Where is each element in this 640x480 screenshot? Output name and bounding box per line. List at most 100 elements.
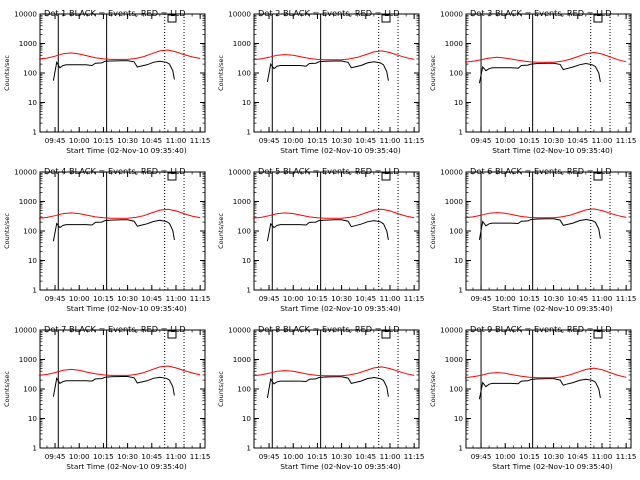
det-panel-2: Det 2 BLACK = Events, RED = LLD Counts/se… [217, 8, 425, 155]
y-tick-label: 1000 [233, 355, 252, 364]
x-axis-label: Start Time (02-Nov-10 09:35:40) [66, 462, 187, 471]
y-tick-label: 10000 [14, 326, 37, 335]
events-series-line [266, 376, 389, 398]
x-tick-label: 11:15 [404, 136, 425, 145]
y-tick-label: 10000 [14, 168, 37, 177]
y-tick-label: 100 [23, 227, 37, 236]
y-tick-label: 10 [242, 98, 252, 107]
x-tick-label: 10:45 [355, 452, 376, 461]
x-tick-label: 09:45 [471, 452, 492, 461]
y-tick-label: 10000 [440, 326, 463, 335]
y-tick-label: 100 [449, 227, 463, 236]
lld-series-line [38, 365, 201, 376]
x-tick-label: 09:45 [259, 136, 280, 145]
x-tick-label: 10:00 [495, 452, 516, 461]
y-tick-label: 100 [23, 69, 37, 78]
x-tick-label: 10:15 [93, 136, 114, 145]
lld-series-line [252, 208, 415, 219]
x-tick-label: 10:30 [543, 294, 564, 303]
x-tick-label: 10:30 [543, 136, 564, 145]
events-series-line [52, 60, 175, 81]
panel-title: Det 3 BLACK = Events, RED = LLD [470, 8, 612, 18]
det-panel-6: Det 6 BLACK = Events, RED = LLD Counts/se… [429, 166, 637, 313]
x-tick-label: 10:15 [519, 294, 540, 303]
det-panel-3: Det 3 BLACK = Events, RED = LLD Counts/se… [429, 8, 637, 155]
events-series-line [478, 218, 601, 240]
x-tick-label: 09:45 [471, 294, 492, 303]
y-tick-label: 100 [449, 69, 463, 78]
panel-title: Det 8 BLACK = Events, RED = LLD [258, 324, 400, 334]
panel-title: Det 2 BLACK = Events, RED = LLD [258, 8, 400, 18]
x-tick-label: 09:45 [471, 136, 492, 145]
x-tick-label: 11:00 [592, 452, 613, 461]
x-tick-label: 10:15 [307, 136, 328, 145]
y-tick-label: 100 [237, 227, 251, 236]
x-tick-label: 10:15 [93, 294, 114, 303]
lld-series-line [464, 51, 627, 63]
plot-frame [253, 13, 420, 133]
x-tick-label: 10:45 [567, 294, 588, 303]
x-tick-label: 10:30 [331, 136, 352, 145]
det-panel-4: Det 4 BLACK = Events, RED = LLD Counts/se… [3, 166, 211, 313]
y-tick-label: 1 [246, 128, 251, 137]
x-axis-label: Start Time (02-Nov-10 09:35:40) [66, 146, 187, 155]
y-tick-label: 10 [242, 414, 252, 423]
panel-title: Det 5 BLACK = Events, RED = LLD [258, 166, 400, 176]
y-axis-label: Counts/sec [429, 371, 437, 407]
y-tick-label: 1 [246, 444, 251, 453]
y-tick-label: 100 [237, 385, 251, 394]
x-tick-label: 11:00 [380, 452, 401, 461]
x-tick-label: 10:00 [283, 452, 304, 461]
y-axis-label: Counts/sec [429, 55, 437, 91]
x-tick-label: 10:30 [331, 452, 352, 461]
events-series-line [478, 62, 601, 84]
panel-title: Det 1 BLACK = Events, RED = LLD [44, 8, 186, 18]
plot-frame [39, 171, 206, 291]
x-tick-label: 10:45 [141, 136, 162, 145]
x-tick-label: 10:15 [307, 452, 328, 461]
x-tick-label: 11:15 [190, 452, 211, 461]
x-tick-label: 09:45 [45, 136, 66, 145]
y-tick-label: 1 [458, 444, 463, 453]
y-tick-label: 1 [32, 286, 37, 295]
y-tick-label: 1 [32, 128, 37, 137]
events-series-line [266, 60, 389, 82]
y-axis-label: Counts/sec [429, 213, 437, 249]
events-series-line [52, 219, 175, 242]
lld-series-line [38, 49, 201, 60]
x-tick-label: 11:00 [166, 452, 187, 461]
y-tick-label: 10000 [14, 10, 37, 19]
panel-title: Det 6 BLACK = Events, RED = LLD [470, 166, 612, 176]
events-series-line [478, 378, 601, 400]
det-panel-8: Det 8 BLACK = Events, RED = LLD Counts/se… [217, 324, 425, 471]
y-tick-label: 1000 [445, 197, 464, 206]
y-tick-label: 10000 [440, 10, 463, 19]
x-tick-label: 11:15 [616, 452, 637, 461]
x-axis-label: Start Time (02-Nov-10 09:35:40) [280, 462, 401, 471]
x-tick-label: 10:00 [283, 136, 304, 145]
x-axis-label: Start Time (02-Nov-10 09:35:40) [492, 462, 613, 471]
y-tick-label: 1000 [233, 197, 252, 206]
plot-frame [253, 171, 420, 291]
x-tick-label: 10:00 [69, 452, 90, 461]
x-tick-label: 11:00 [592, 136, 613, 145]
y-tick-label: 10 [454, 98, 464, 107]
x-axis-label: Start Time (02-Nov-10 09:35:40) [492, 146, 613, 155]
events-series-line [52, 376, 175, 397]
x-tick-label: 09:45 [259, 452, 280, 461]
x-tick-label: 10:30 [331, 294, 352, 303]
x-tick-label: 10:30 [117, 294, 138, 303]
plot-frame [465, 171, 632, 291]
panel-title: Det 7 BLACK = Events, RED = LLD [44, 324, 186, 334]
x-tick-label: 11:15 [404, 294, 425, 303]
x-tick-label: 11:00 [380, 136, 401, 145]
y-tick-label: 1000 [445, 39, 464, 48]
y-tick-label: 1 [32, 444, 37, 453]
x-tick-label: 10:15 [519, 452, 540, 461]
y-tick-label: 1 [458, 128, 463, 137]
y-tick-label: 10 [454, 256, 464, 265]
y-tick-label: 1000 [445, 355, 464, 364]
lld-series-line [464, 208, 627, 219]
x-tick-label: 11:00 [166, 294, 187, 303]
y-axis-label: Counts/sec [217, 213, 225, 249]
